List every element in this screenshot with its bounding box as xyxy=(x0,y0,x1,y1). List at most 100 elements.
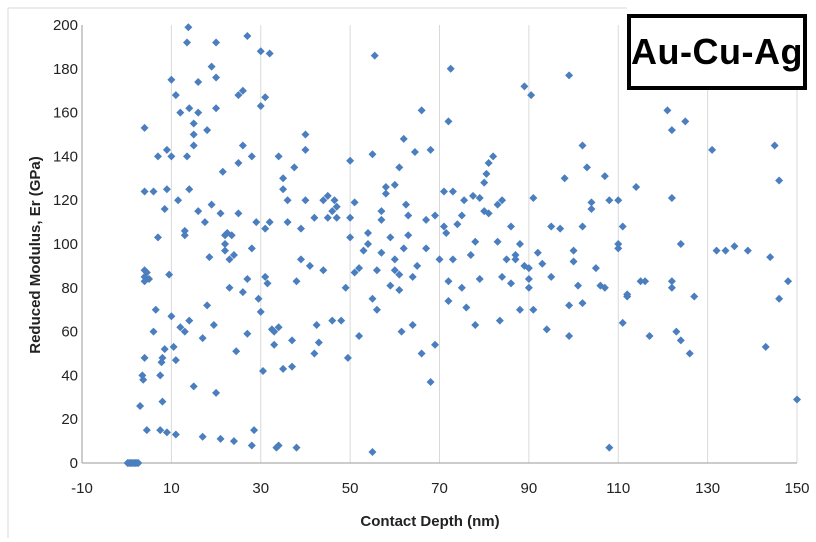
data-point xyxy=(462,303,471,312)
data-point xyxy=(218,167,227,176)
data-points xyxy=(123,23,801,467)
data-point xyxy=(227,231,236,240)
data-point xyxy=(216,209,225,218)
data-point xyxy=(708,145,717,154)
data-point xyxy=(238,141,247,150)
y-tick-label: 20 xyxy=(61,411,78,428)
data-point xyxy=(381,183,390,192)
data-point xyxy=(174,196,183,205)
y-tick-label: 140 xyxy=(53,148,78,165)
data-point xyxy=(346,233,355,242)
data-point xyxy=(261,93,270,102)
x-tick-label: 90 xyxy=(521,480,538,497)
data-point xyxy=(466,250,475,259)
x-tick-label: 110 xyxy=(606,480,630,497)
data-point xyxy=(328,316,337,325)
data-point xyxy=(401,200,410,209)
data-point xyxy=(676,336,685,345)
data-point xyxy=(189,130,198,139)
data-point xyxy=(151,305,160,314)
data-point xyxy=(153,233,162,242)
data-point xyxy=(243,329,252,338)
data-point xyxy=(426,377,435,386)
data-point xyxy=(690,292,699,301)
data-point xyxy=(319,266,328,275)
data-point xyxy=(194,77,203,86)
data-point xyxy=(158,397,167,406)
data-point xyxy=(614,196,623,205)
data-point xyxy=(404,211,413,220)
data-point xyxy=(524,275,533,284)
data-point xyxy=(167,152,176,161)
data-point xyxy=(225,283,234,292)
data-point xyxy=(605,196,614,205)
data-point xyxy=(198,432,207,441)
data-point xyxy=(569,257,578,266)
data-point xyxy=(364,229,372,238)
data-point xyxy=(498,196,507,205)
data-point xyxy=(167,312,176,321)
data-point xyxy=(431,211,440,220)
data-point xyxy=(422,215,431,224)
data-point xyxy=(216,434,225,443)
data-point xyxy=(390,180,399,189)
data-point xyxy=(332,202,341,211)
data-point xyxy=(252,218,261,227)
data-point xyxy=(439,187,448,196)
data-point xyxy=(484,158,493,167)
data-point xyxy=(721,246,730,255)
data-point xyxy=(444,277,453,286)
data-point xyxy=(471,237,480,246)
data-point xyxy=(140,187,149,196)
data-point xyxy=(247,441,256,450)
data-point xyxy=(288,336,297,345)
data-point xyxy=(158,353,167,362)
data-point xyxy=(296,224,305,233)
data-point xyxy=(645,331,654,340)
data-point xyxy=(330,196,339,205)
data-point xyxy=(730,242,739,251)
data-point xyxy=(263,279,272,288)
data-point xyxy=(439,222,448,231)
data-point xyxy=(185,104,194,113)
x-tick-label: 30 xyxy=(252,480,269,497)
data-point xyxy=(444,117,453,126)
data-point xyxy=(189,141,198,150)
data-point xyxy=(386,281,395,290)
data-point xyxy=(142,426,151,435)
data-point xyxy=(140,123,149,132)
data-point xyxy=(399,134,408,143)
data-point xyxy=(261,224,270,233)
data-point xyxy=(270,327,279,336)
data-point xyxy=(766,253,775,262)
data-point xyxy=(162,185,171,194)
y-tick-label: 60 xyxy=(61,324,78,341)
data-point xyxy=(279,185,288,194)
data-point xyxy=(377,207,386,216)
y-tick-label: 160 xyxy=(53,105,78,122)
data-point xyxy=(565,71,574,80)
data-point xyxy=(444,296,453,305)
data-point xyxy=(346,213,355,222)
data-point xyxy=(527,91,536,100)
data-point xyxy=(261,272,270,281)
data-point xyxy=(205,253,214,262)
data-point xyxy=(377,215,386,224)
data-point xyxy=(457,211,466,220)
data-point xyxy=(493,200,502,209)
data-point xyxy=(422,244,431,253)
data-point xyxy=(587,204,596,213)
data-point xyxy=(238,288,247,297)
data-point xyxy=(292,443,301,452)
x-tick-labels: -10 10 30 50 70 90 110 130 150 xyxy=(71,480,809,497)
data-point xyxy=(667,283,676,292)
data-point xyxy=(265,218,274,227)
data-point xyxy=(475,194,484,203)
data-point xyxy=(221,246,229,255)
data-point xyxy=(140,353,149,362)
data-point xyxy=(149,327,158,336)
x-tick-label: 50 xyxy=(342,480,359,497)
data-point xyxy=(533,248,542,257)
y-tick-label: 200 xyxy=(53,17,78,34)
data-point xyxy=(672,327,681,336)
